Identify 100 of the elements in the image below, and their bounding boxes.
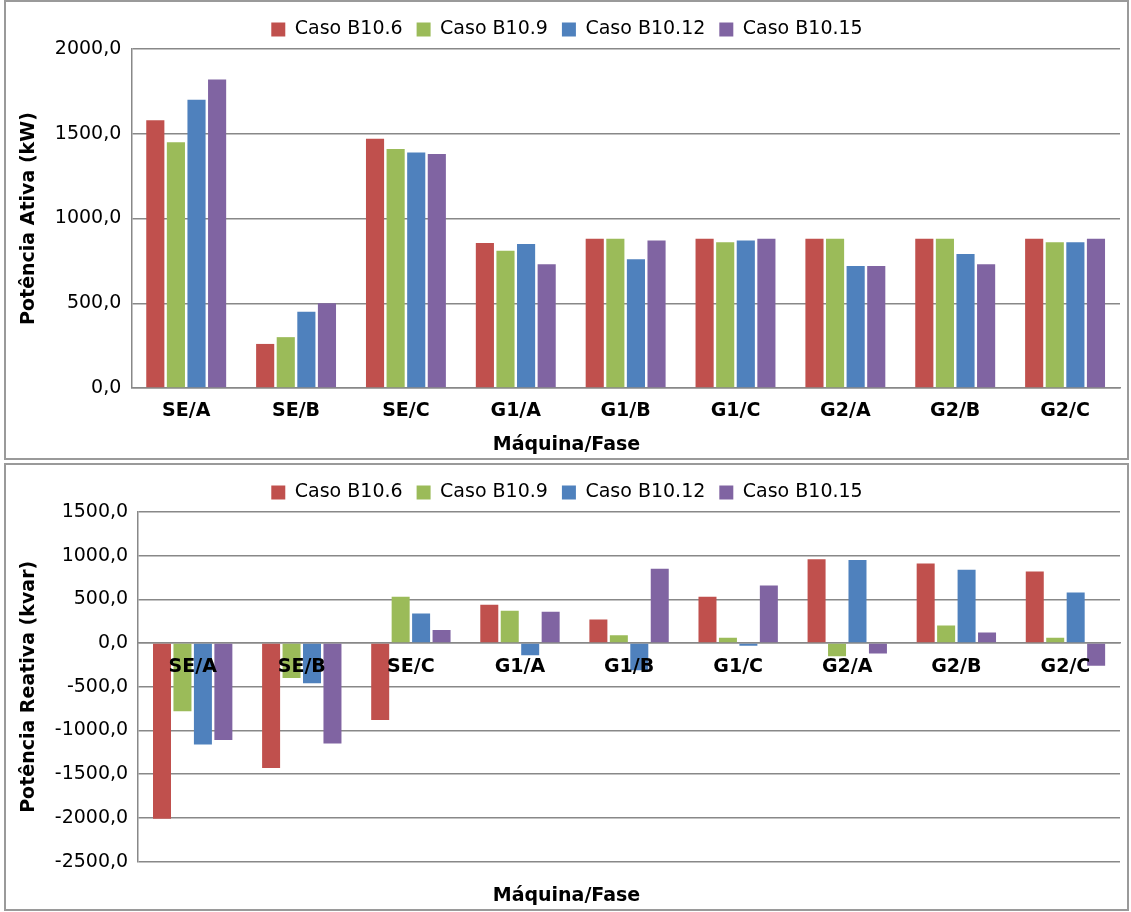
y-tick-label: -1000,0 [54, 717, 129, 740]
bar [256, 343, 275, 388]
bar [262, 643, 281, 769]
bar [846, 265, 865, 388]
x-axis-title: Máquina/Fase [491, 432, 642, 456]
bar [736, 240, 755, 388]
x-tick-label: G1/C [713, 653, 764, 676]
bar [1066, 242, 1085, 388]
bar [1045, 242, 1064, 388]
bar [626, 259, 645, 388]
x-tick-label: G1/B [600, 398, 651, 421]
bar [1025, 571, 1044, 643]
bar [276, 337, 295, 388]
y-tick-label: 1000,0 [54, 205, 122, 228]
bar [606, 238, 625, 388]
legend-label: Caso B10.15 [742, 479, 863, 502]
bar [386, 149, 405, 388]
bar [391, 596, 410, 643]
bar [480, 604, 499, 643]
x-tick-label: SE/A [162, 398, 211, 421]
bar [323, 643, 342, 744]
bar [475, 243, 494, 388]
legend-label: Caso B10.12 [585, 479, 706, 502]
x-tick-label: G2/C [1040, 398, 1090, 421]
bar [407, 152, 426, 388]
bar [867, 265, 886, 388]
bar [650, 568, 669, 643]
bar [868, 643, 887, 654]
bar [828, 643, 847, 657]
legend-label: Caso B10.12 [585, 16, 706, 39]
bar [956, 254, 975, 388]
x-tick-label: G2/C [1040, 653, 1091, 676]
bar [153, 643, 171, 819]
y-tick-label: 0,0 [91, 374, 122, 397]
bar [365, 138, 385, 388]
y-tick-label: -1500,0 [54, 761, 129, 784]
bar [805, 238, 824, 388]
bar [609, 635, 628, 643]
x-tick-label: G2/B [931, 653, 982, 676]
bar [915, 238, 934, 388]
bar [427, 154, 446, 388]
x-axis-title: Máquina/Fase [491, 883, 642, 907]
y-tick-label: -2500,0 [54, 848, 129, 871]
bar [589, 619, 608, 643]
y-tick-label: 500,0 [73, 586, 129, 609]
bar [957, 569, 976, 643]
bar [1086, 238, 1106, 388]
legend-label: Caso B10.9 [440, 16, 548, 39]
y-tick-label: 1000,0 [61, 542, 129, 565]
bar [500, 610, 519, 643]
x-tick-label: SE/C [382, 398, 430, 421]
bar [977, 264, 996, 388]
bar [585, 238, 604, 388]
y-tick-label: 500,0 [66, 290, 122, 313]
bar [1025, 238, 1044, 388]
bar [371, 643, 390, 721]
legend-label: Caso B10.6 [294, 479, 403, 502]
x-tick-label: SE/B [272, 398, 321, 421]
legend-label: Caso B10.6 [294, 16, 403, 39]
x-tick-label: G1/A [494, 653, 546, 676]
y-tick-label: -2000,0 [54, 804, 129, 827]
y-tick-label: 2000,0 [54, 35, 122, 58]
x-tick-label: G1/C [710, 398, 761, 421]
bar [978, 632, 997, 643]
y-axis-title: Potência Ativa (kW) [16, 112, 39, 325]
bar [496, 250, 515, 388]
bar [937, 625, 956, 643]
bar [916, 563, 935, 643]
y-tick-label: 1500,0 [61, 498, 129, 521]
bar [146, 120, 165, 388]
bar [1066, 592, 1085, 643]
bar [698, 596, 717, 643]
bar [647, 240, 666, 388]
bar [807, 559, 826, 643]
y-axis-title: Potência Reativa (kvar) [16, 560, 39, 813]
bar [716, 242, 735, 388]
y-tick-label: 0,0 [97, 630, 129, 653]
bar [825, 238, 845, 388]
bar [517, 243, 536, 388]
bar [521, 643, 540, 656]
y-tick-label: 1500,0 [54, 120, 122, 143]
bar [541, 611, 560, 643]
x-tick-label: G1/A [490, 398, 542, 421]
bar [166, 142, 185, 388]
bar [537, 264, 556, 388]
x-tick-label: G2/B [930, 398, 981, 421]
x-tick-label: G2/A [822, 653, 873, 676]
bar [1087, 643, 1106, 666]
bar [695, 238, 714, 388]
x-tick-label: G2/A [820, 398, 871, 421]
bar [412, 613, 431, 643]
legend-label: Caso B10.9 [440, 479, 548, 502]
bar [432, 629, 451, 643]
bar [757, 238, 776, 388]
bar [759, 585, 778, 643]
bar [935, 238, 954, 388]
bar [297, 311, 316, 388]
legend-label: Caso B10.15 [742, 16, 863, 39]
bar [187, 99, 206, 388]
y-tick-label: -500,0 [66, 673, 129, 696]
